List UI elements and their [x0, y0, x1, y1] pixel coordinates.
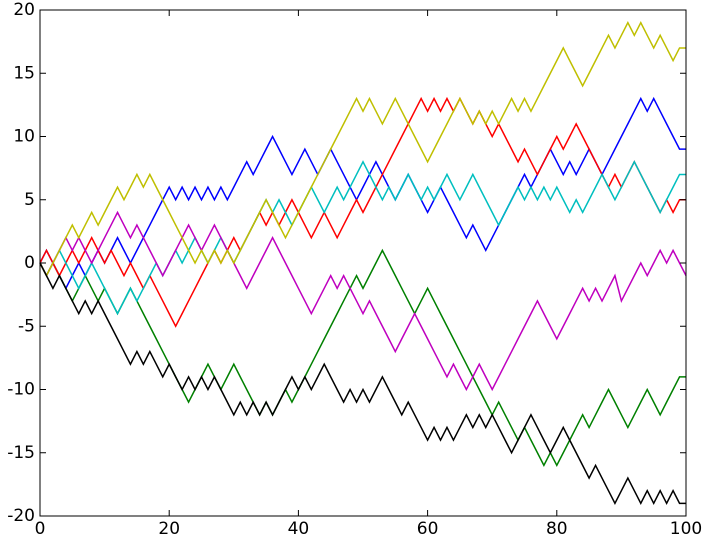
x-tick-label: 40 — [288, 519, 310, 539]
line-series — [39, 248, 686, 468]
axes-frame — [39, 9, 687, 517]
x-tick-label: 20 — [158, 519, 180, 539]
y-tick-label: 20 — [13, 0, 35, 20]
line-series — [39, 160, 686, 316]
y-tick-label: -10 — [7, 380, 35, 400]
x-tick-label: 100 — [670, 519, 702, 539]
y-tick-label: -15 — [7, 443, 35, 463]
line-series — [39, 210, 687, 392]
line-series — [39, 21, 686, 278]
x-tick-label: 60 — [417, 519, 439, 539]
y-tick-label: -5 — [18, 316, 35, 336]
y-tick-label: 15 — [13, 63, 35, 83]
line-series — [39, 262, 686, 505]
line-series — [39, 96, 686, 328]
y-tick-label: 10 — [13, 127, 35, 147]
line-series — [39, 96, 686, 290]
y-tick-label: -20 — [7, 506, 35, 526]
x-tick-label: 0 — [35, 519, 46, 539]
plot-area — [39, 21, 687, 505]
x-tick-label: 80 — [546, 519, 568, 539]
y-tick-label: 5 — [24, 190, 35, 210]
y-tick-label: 0 — [24, 253, 35, 273]
